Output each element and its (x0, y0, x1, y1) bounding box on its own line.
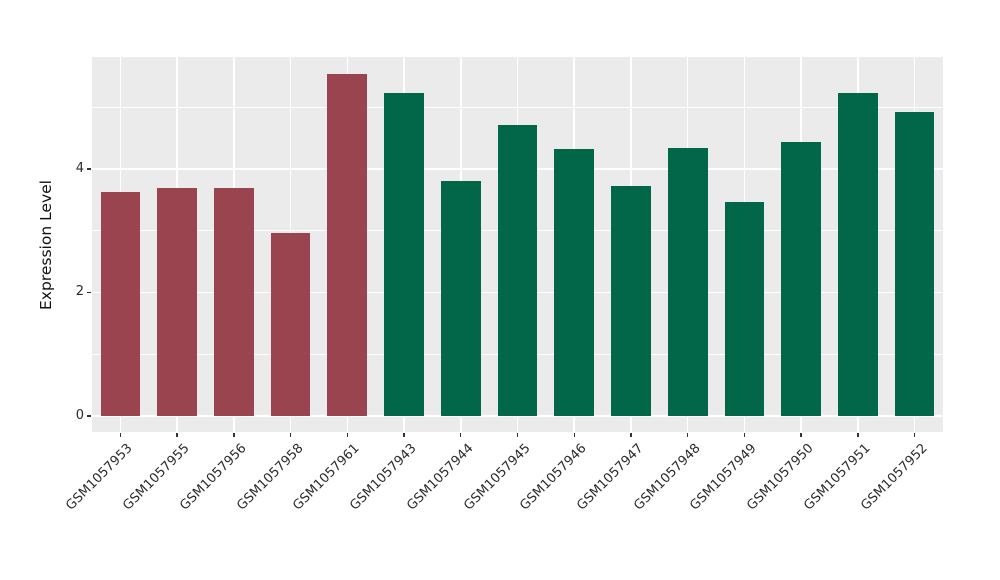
y-axis-tick (87, 291, 91, 294)
bar-GSM1057958 (270, 233, 311, 416)
x-axis-tick (119, 433, 122, 437)
x-axis-tick (913, 433, 916, 437)
bar-GSM1057952 (894, 111, 935, 416)
bar-GSM1057953 (100, 191, 141, 416)
x-axis-tick (630, 433, 632, 437)
x-axis-tick (346, 433, 348, 437)
bar-GSM1057947 (611, 186, 651, 416)
y-axis-tick (87, 168, 91, 170)
y-tick-label: 0 (75, 407, 84, 423)
x-axis-tick (460, 433, 462, 437)
bar-GSM1057945 (497, 124, 538, 416)
x-axis-tick (857, 433, 859, 437)
x-axis-tick (176, 433, 178, 437)
y-axis-tick (87, 415, 91, 417)
x-axis-tick (233, 433, 235, 437)
x-axis-tick (743, 433, 746, 437)
x-axis-tick (289, 433, 292, 437)
bar-GSM1057946 (554, 149, 595, 416)
bar-GSM1057944 (440, 180, 481, 416)
bar-GSM1057956 (213, 187, 254, 416)
y-tick-label: 2 (75, 284, 84, 300)
bar-GSM1057943 (384, 92, 424, 416)
y-tick-label: 4 (75, 160, 84, 176)
bar-GSM1057951 (838, 92, 878, 416)
x-axis-tick (800, 433, 802, 437)
bar-GSM1057949 (724, 201, 765, 416)
plot-panel (92, 57, 943, 432)
bar-GSM1057961 (327, 73, 368, 416)
x-axis-tick (516, 433, 519, 437)
bar-GSM1057955 (157, 187, 197, 416)
bar-GSM1057950 (781, 141, 821, 416)
x-axis-tick (687, 433, 689, 437)
bar-GSM1057948 (667, 147, 708, 416)
x-axis-tick (403, 433, 405, 437)
x-axis-tick (573, 433, 575, 437)
